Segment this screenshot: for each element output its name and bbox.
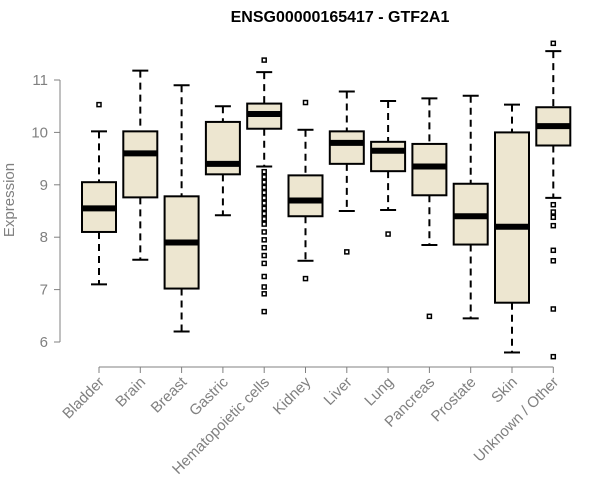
box-gastric: [204, 105, 241, 217]
outlier-point: [261, 189, 267, 196]
iqr-box: [328, 130, 365, 165]
outlier-point: [261, 216, 267, 222]
box-bladder: [81, 101, 117, 286]
y-tick-label: 9: [40, 177, 48, 194]
outlier-point: [261, 284, 267, 290]
outlier-point: [550, 214, 557, 221]
box-breast: [163, 84, 200, 333]
x-tick-label: Skin: [488, 374, 521, 407]
box-kidney: [287, 99, 324, 282]
y-axis-label: Expression: [1, 163, 18, 237]
box-prostate: [452, 94, 489, 320]
outlier-point: [261, 210, 267, 217]
iqr-box: [494, 131, 530, 304]
iqr-box: [370, 140, 407, 173]
outlier-point: [261, 184, 267, 191]
y-tick-label: 7: [40, 282, 48, 299]
outlier-point: [550, 258, 557, 264]
x-tick-label: Bladder: [59, 374, 108, 423]
outlier-point: [550, 209, 557, 215]
x-tick-label: Prostate: [428, 374, 480, 426]
box-skin: [494, 103, 530, 354]
box-liver: [328, 90, 365, 255]
outlier-point: [550, 306, 557, 312]
outlier-point: [261, 244, 267, 251]
outlier-point: [261, 57, 267, 63]
y-tick-label: 10: [31, 124, 48, 141]
outlier-point: [96, 101, 102, 108]
iqr-box: [287, 174, 324, 218]
box-brain: [122, 69, 159, 261]
box-pancreas: [411, 97, 448, 320]
y-tick-label: 6: [40, 334, 48, 351]
box-unknown-other: [535, 40, 572, 360]
outlier-point: [385, 231, 391, 237]
box-hematopoietic-cells: [246, 57, 283, 315]
x-tick-label: Liver: [321, 374, 356, 409]
outlier-point: [261, 205, 267, 212]
outlier-point: [261, 174, 267, 180]
outlier-point: [426, 313, 433, 320]
outlier-point: [302, 99, 309, 106]
outlier-point: [550, 247, 557, 254]
box-lung: [370, 99, 407, 237]
outlier-point: [261, 179, 267, 185]
outlier-point: [261, 260, 267, 267]
x-tick-label: Lung: [361, 374, 397, 410]
x-tick-label: Brain: [112, 374, 149, 411]
outlier-point: [261, 291, 267, 297]
outlier-point: [261, 252, 267, 259]
outlier-point: [550, 222, 557, 229]
iqr-box: [411, 142, 448, 197]
boxes-group: [81, 40, 572, 360]
y-axis: 6 7 8 9 10 11: [31, 72, 61, 351]
outlier-point: [261, 195, 267, 201]
outlier-point: [261, 308, 267, 315]
y-tick-label: 8: [40, 229, 48, 246]
outlier-point: [261, 168, 267, 175]
outlier-point: [261, 200, 267, 206]
outlier-point: [344, 249, 350, 255]
outlier-point: [302, 275, 309, 282]
outlier-point: [261, 237, 267, 243]
x-tick-label: Kidney: [270, 373, 315, 418]
y-tick-label: 11: [32, 72, 48, 89]
outlier-point: [261, 229, 267, 235]
iqr-box: [122, 130, 159, 199]
outlier-point: [550, 353, 557, 360]
x-tick-label: Breast: [148, 373, 191, 416]
outlier-point: [261, 221, 267, 227]
outlier-point: [550, 201, 557, 208]
outlier-point: [261, 273, 267, 280]
outlier-point: [550, 40, 557, 47]
chart-title: ENSG00000165417 - GTF2A1: [231, 9, 450, 26]
